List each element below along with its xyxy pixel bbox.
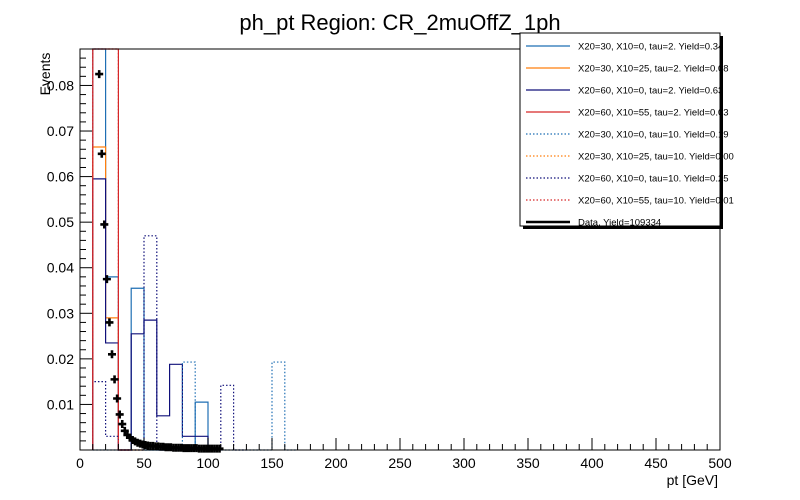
y-tick-label: 0.01 bbox=[47, 396, 74, 412]
data-point-9 bbox=[118, 420, 127, 429]
x-tick-label: 350 bbox=[516, 455, 540, 471]
data-point-4 bbox=[105, 318, 114, 327]
y-tick-label: 0.04 bbox=[47, 260, 74, 276]
histogram-6 bbox=[92, 235, 247, 451]
x-tick-label: 50 bbox=[136, 455, 152, 471]
legend: X20=30, X10=0, tau=2. Yield=0.34 X20=30, … bbox=[519, 32, 734, 229]
x-tick-label: 150 bbox=[260, 455, 284, 471]
y-tick-label: 0.02 bbox=[47, 351, 74, 367]
x-tick-label: 500 bbox=[708, 455, 732, 471]
data-point-1 bbox=[97, 149, 106, 158]
plot-area: 0 50 100 150 200 250 300 350 400 450 500 0.01 0.02 0.… bbox=[47, 48, 732, 471]
legend-entry-5: X20=30, X10=25, tau=10. Yield=0.00 bbox=[578, 152, 734, 163]
y-tick-label: 0.06 bbox=[47, 169, 74, 185]
x-tick-label: 250 bbox=[388, 455, 412, 471]
data-point-8 bbox=[115, 410, 124, 419]
x-tick-label: 300 bbox=[452, 455, 476, 471]
y-tick-label: 0.08 bbox=[47, 77, 74, 93]
data-point-47 bbox=[215, 444, 224, 453]
legend-entry-2: X20=60, X10=0, tau=2. Yield=0.63 bbox=[578, 86, 723, 97]
x-tick-label: 0 bbox=[76, 455, 84, 471]
y-tick-label: 0.07 bbox=[47, 123, 74, 139]
data-point-7 bbox=[113, 394, 122, 403]
y-tick-label: 0.05 bbox=[47, 214, 74, 230]
x-tick-label: 450 bbox=[644, 455, 668, 471]
legend-box bbox=[519, 32, 721, 227]
legend-entry-3: X20=60, X10=55, tau=2. Yield=0.03 bbox=[578, 108, 729, 119]
legend-entry-7: X20=60, X10=55, tau=10. Yield=0.01 bbox=[578, 196, 734, 207]
data-point-2 bbox=[100, 220, 109, 229]
x-tick-label: 400 bbox=[580, 455, 604, 471]
legend-entry-4: X20=30, X10=0, tau=10. Yield=0.19 bbox=[578, 130, 729, 141]
data-point-5 bbox=[108, 350, 116, 359]
histogram-7 bbox=[92, 48, 132, 451]
legend-entry-1: X20=30, X10=25, tau=2. Yield=0.08 bbox=[578, 64, 729, 75]
x-tick-label: 200 bbox=[324, 455, 348, 471]
data-point-3 bbox=[102, 275, 111, 284]
x-axis-label: pt [GeV] bbox=[667, 472, 718, 488]
histogram-3 bbox=[92, 48, 132, 451]
legend-entry-6: X20=60, X10=0, tau=10. Yield=0.25 bbox=[578, 174, 729, 185]
y-axis-label: Events bbox=[37, 53, 53, 96]
x-tick-label: 100 bbox=[196, 455, 220, 471]
legend-entry-0: X20=30, X10=0, tau=2. Yield=0.34 bbox=[578, 42, 723, 53]
histogram-2 bbox=[92, 178, 221, 451]
data-point-10 bbox=[120, 426, 129, 435]
legend-entry-8: Data. Yield=109334 bbox=[578, 218, 661, 229]
chart-title: ph_pt Region: CR_2muOffZ_1ph bbox=[239, 10, 560, 35]
y-tick-label: 0.03 bbox=[47, 305, 74, 321]
data-point-0 bbox=[95, 70, 104, 79]
data-point-6 bbox=[110, 375, 119, 384]
